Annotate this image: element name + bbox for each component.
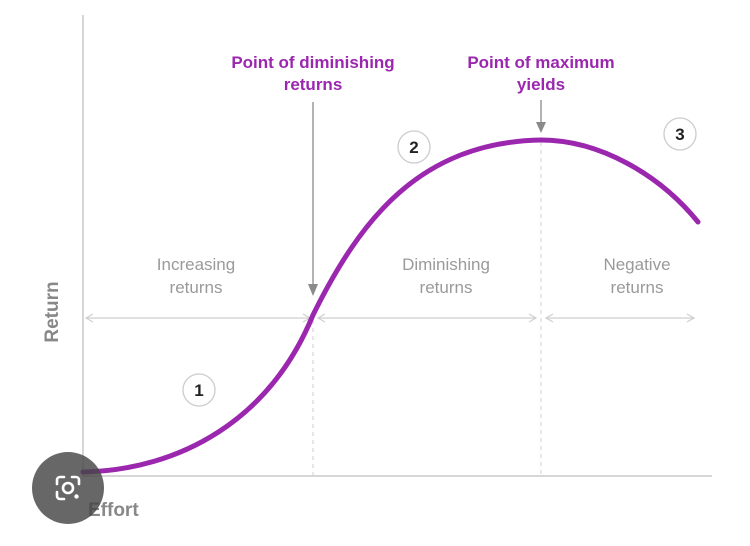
marker-2-number: 2 bbox=[409, 138, 418, 157]
annotation-maximum-line2: yields bbox=[517, 75, 565, 94]
lens-search-button[interactable] bbox=[32, 452, 104, 524]
annotation-diminishing-line2: returns bbox=[284, 75, 343, 94]
x-axis-label: Effort bbox=[88, 500, 139, 521]
annotation-diminishing-line1: Point of diminishing bbox=[231, 53, 394, 72]
marker-3: 3 bbox=[663, 117, 697, 151]
region-negative-line2: returns bbox=[611, 278, 664, 297]
marker-1-number: 1 bbox=[194, 381, 203, 400]
annotation-maximum-line1: Point of maximum bbox=[467, 53, 614, 72]
region-increasing-line2: returns bbox=[170, 278, 223, 297]
marker-1: 1 bbox=[182, 373, 216, 407]
region-arrows bbox=[84, 313, 696, 323]
maximum-pointer-arrow bbox=[536, 100, 546, 133]
region-diminishing-line1: Diminishing bbox=[402, 255, 490, 274]
region-diminishing-line2: returns bbox=[420, 278, 473, 297]
region-negative-line1: Negative bbox=[603, 255, 670, 274]
marker-3-number: 3 bbox=[675, 125, 684, 144]
diminishing-pointer-arrow bbox=[308, 102, 318, 296]
returns-curve bbox=[80, 137, 701, 475]
y-axis-label: Return bbox=[42, 281, 63, 342]
region-increasing-line1: Increasing bbox=[157, 255, 235, 274]
camera-lens-icon bbox=[55, 475, 81, 501]
marker-2: 2 bbox=[397, 130, 431, 164]
